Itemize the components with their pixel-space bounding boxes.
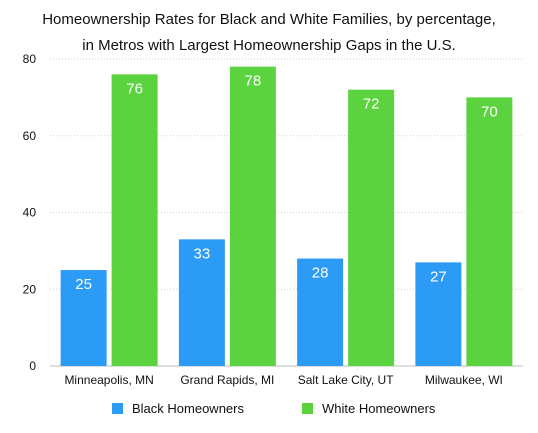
legend-label-black: Black Homeowners <box>132 401 244 416</box>
legend-swatch-white <box>302 403 313 414</box>
legend-label-white: White Homeowners <box>322 401 436 416</box>
legend-swatch-black <box>112 403 123 414</box>
data-label: 28 <box>312 265 329 282</box>
data-label: 76 <box>126 80 143 97</box>
bar-white-homeowners <box>348 89 395 366</box>
bar-black-homeowners <box>297 258 344 366</box>
y-tick-label: 0 <box>29 359 36 373</box>
bar-black-homeowners <box>178 239 225 366</box>
data-label: 72 <box>363 96 380 113</box>
legend-item-white-homeowners: White Homeowners <box>302 401 435 416</box>
data-label: 33 <box>194 245 211 262</box>
y-tick-label: 60 <box>23 129 37 143</box>
chart-subtitle: in Metros with Largest Homeownership Gap… <box>82 37 456 54</box>
data-label: 25 <box>75 276 92 293</box>
data-label: 78 <box>245 73 262 90</box>
y-tick-label: 20 <box>23 282 37 296</box>
chart-title: Homeownership Rates for Black and White … <box>42 11 496 28</box>
x-tick-label: Milwaukee, WI <box>425 373 503 387</box>
legend-item-black-homeowners: Black Homeowners <box>112 401 244 416</box>
bar-black-homeowners <box>60 270 107 366</box>
x-tick-label: Grand Rapids, MI <box>180 373 274 387</box>
x-tick-label: Salt Lake City, UT <box>298 373 394 387</box>
x-tick-label: Minneapolis, MN <box>64 373 153 387</box>
y-tick-label: 80 <box>23 52 37 66</box>
bar-black-homeowners <box>415 262 462 366</box>
data-label: 27 <box>430 268 447 285</box>
y-tick-label: 40 <box>23 206 37 220</box>
bar-white-homeowners <box>466 97 513 366</box>
bar-white-homeowners <box>111 74 158 366</box>
bar-white-homeowners <box>229 66 276 367</box>
data-label: 70 <box>481 103 498 120</box>
